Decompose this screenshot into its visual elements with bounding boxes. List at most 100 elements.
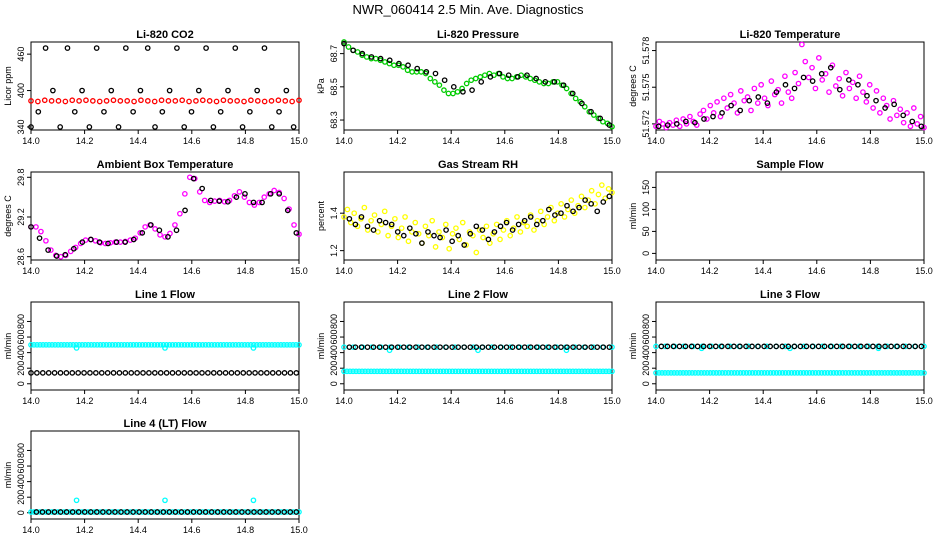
data-point <box>94 341 101 348</box>
x-tick-label: 14.8 <box>550 266 568 276</box>
plot-frame <box>655 41 925 131</box>
data-point <box>85 509 92 515</box>
data-point <box>849 79 856 86</box>
data-point <box>98 370 105 376</box>
data-point <box>413 344 419 351</box>
data-point <box>588 108 594 115</box>
data-point <box>220 509 227 515</box>
data-point <box>815 55 822 61</box>
data-point <box>818 70 825 77</box>
data-point <box>254 98 261 104</box>
data-point <box>918 370 924 376</box>
x-tick-label: 14.8 <box>237 525 255 535</box>
data-point <box>767 370 774 376</box>
panel-title: Sample Flow <box>756 159 824 171</box>
data-point <box>76 98 82 104</box>
x-tick-label: 14.0 <box>22 525 40 535</box>
data-point <box>261 98 268 105</box>
data-point <box>473 344 480 351</box>
data-point <box>392 215 398 222</box>
data-point <box>600 368 606 375</box>
data-point <box>286 206 292 212</box>
data-point <box>38 228 44 235</box>
data-point <box>394 344 401 351</box>
data-point <box>401 368 408 375</box>
data-point <box>670 343 677 350</box>
y-tick-label: 68.3 <box>329 111 339 129</box>
data-point <box>692 370 698 376</box>
panel-line-4-lt-flow: Line 4 (LT) Flow 14.0 14.2 14.4 14.6 14.8 15.0… <box>3 418 308 535</box>
data-point <box>196 341 203 348</box>
data-point <box>579 368 585 375</box>
x-tick-label: 14.2 <box>76 266 94 276</box>
data-point <box>73 341 80 348</box>
x-tick-label: 14.6 <box>808 266 826 276</box>
data-point <box>187 341 194 348</box>
data-point <box>653 370 659 376</box>
data-point <box>856 73 863 80</box>
data-point <box>124 509 130 515</box>
x-tick-label: 14.2 <box>76 136 94 146</box>
data-point <box>356 368 362 375</box>
x-tick-label: 14.2 <box>389 136 407 146</box>
data-point <box>353 368 359 375</box>
y-axis-label: ml/min <box>628 203 638 230</box>
data-point <box>839 343 846 350</box>
data-point <box>582 344 588 351</box>
y-tick-label: 600 <box>329 330 339 345</box>
data-point <box>558 210 564 217</box>
data-point <box>341 344 347 351</box>
data-point <box>53 253 60 259</box>
data-point <box>217 341 224 348</box>
data-point <box>683 121 690 127</box>
data-point <box>193 98 199 104</box>
data-point <box>364 344 371 351</box>
y-tick-label: 400 <box>16 83 26 98</box>
data-point <box>509 368 516 375</box>
data-point <box>398 368 405 375</box>
data-point <box>157 232 163 238</box>
data-point <box>885 370 891 376</box>
data-point <box>422 223 429 230</box>
series-cyan-spikes <box>73 497 257 504</box>
x-tick-label: 14.2 <box>76 525 94 535</box>
data-point <box>370 344 377 351</box>
data-point <box>863 370 870 376</box>
data-point <box>413 368 420 375</box>
data-point <box>39 370 46 376</box>
data-point <box>293 509 300 515</box>
data-point <box>140 370 146 376</box>
data-point <box>815 370 822 376</box>
data-point <box>606 344 613 351</box>
data-point <box>386 57 393 64</box>
data-point <box>581 103 588 110</box>
data-point <box>594 368 600 375</box>
x-tick-label: 14.6 <box>183 136 201 146</box>
data-point <box>585 197 592 203</box>
data-point <box>406 344 413 351</box>
data-point <box>792 69 798 76</box>
y-tick-label: 400 <box>641 345 651 360</box>
data-point <box>31 341 37 348</box>
data-point <box>130 509 136 515</box>
data-point <box>290 509 296 515</box>
data-point <box>216 370 223 376</box>
data-point <box>700 107 707 114</box>
data-point <box>595 191 602 198</box>
y-axis-label: degrees C <box>3 195 13 237</box>
data-point <box>193 509 200 515</box>
data-point <box>103 509 110 515</box>
data-point <box>118 341 125 348</box>
data-point <box>765 102 771 109</box>
y-axis-label: Licor ppm <box>3 66 13 106</box>
data-point <box>439 234 446 241</box>
data-point <box>257 509 263 515</box>
data-point <box>391 62 397 69</box>
data-point <box>582 368 588 375</box>
data-point <box>39 509 46 515</box>
data-point <box>494 368 501 375</box>
data-point <box>533 221 540 228</box>
data-point <box>755 343 761 350</box>
data-point <box>248 97 254 104</box>
data-point <box>245 509 251 515</box>
